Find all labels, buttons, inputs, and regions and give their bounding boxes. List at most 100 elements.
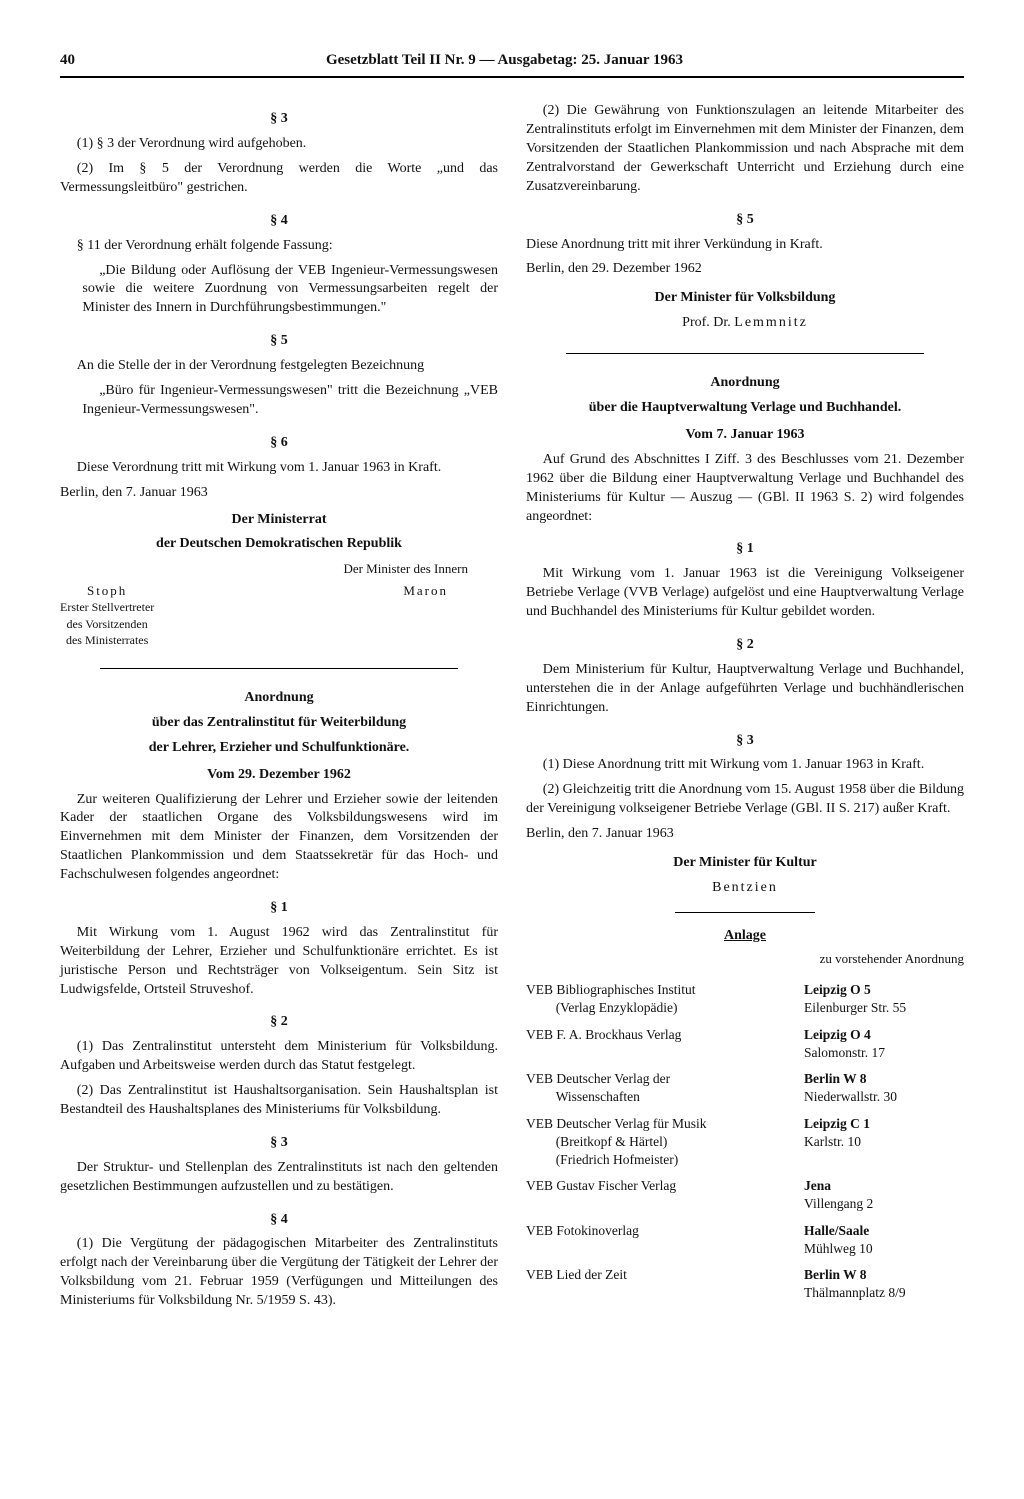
anlage-row: VEB Bibliographisches Institut(Verlag En… — [526, 981, 964, 1017]
ao2-date: Vom 7. Januar 1963 — [526, 426, 964, 445]
anlage-city: Halle/Saale — [804, 1223, 869, 1238]
s3-p2: (2) Im § 5 der Verordnung werden die Wor… — [60, 160, 498, 198]
ao2-s1h: § 1 — [526, 540, 964, 559]
ao1-date: Vom 29. Dezember 1962 — [60, 766, 498, 785]
ao1-s4-1: (1) Die Vergütung der pädagogischen Mita… — [60, 1235, 498, 1311]
anlage-row: VEB FotokinoverlagHalle/Saale Mühlweg 10 — [526, 1222, 964, 1258]
sig1-line1: Der Ministerrat — [60, 511, 498, 530]
anlage-name-sub: (Breitkopf & Härtel) — [526, 1133, 792, 1151]
ao1-intro: Zur weiteren Qualifizierung der Lehrer u… — [60, 791, 498, 885]
ao2-s1: Mit Wirkung vom 1. Januar 1963 ist die V… — [526, 565, 964, 622]
anlage-address: Berlin W 8Thälmannplatz 8/9 — [804, 1266, 964, 1302]
anlage-list: VEB Bibliographisches Institut(Verlag En… — [526, 981, 964, 1302]
anlage-title: Anlage — [526, 927, 964, 946]
anlage-name: VEB F. A. Brockhaus Verlag — [526, 1026, 804, 1062]
ao2-title1: Anordnung — [526, 374, 964, 393]
s3-heading: § 3 — [60, 110, 498, 129]
s5-quote: „Büro für Ingenieur-Vermessungswesen" tr… — [82, 382, 498, 420]
ao1-s5h: § 5 — [526, 211, 964, 230]
s6-heading: § 6 — [60, 434, 498, 453]
ao1-s3: Der Struktur- und Stellenplan des Zentra… — [60, 1159, 498, 1197]
anlage-row: VEB F. A. Brockhaus VerlagLeipzig O 4 Sal… — [526, 1026, 964, 1062]
ao2-s2h: § 2 — [526, 636, 964, 655]
ao1-sig-l1: Der Minister für Volksbildung — [526, 289, 964, 308]
anlage-address: Halle/Saale Mühlweg 10 — [804, 1222, 964, 1258]
ao2-date2: Berlin, den 7. Januar 1963 — [526, 825, 964, 844]
ao2-sig-l2: Bentzien — [526, 879, 964, 898]
anlage-street: Salomonstr. 17 — [804, 1044, 964, 1062]
sig1-line2: der Deutschen Demokratischen Republik — [60, 535, 498, 554]
right-column: (2) Die Gewährung von Funktionszulagen a… — [526, 96, 964, 1317]
s5-p1: An die Stelle der in der Verordnung fest… — [60, 357, 498, 376]
page-header: 40 Gesetzblatt Teil II Nr. 9 — Ausgabeta… — [60, 50, 964, 78]
sig1-left-sub2: des Vorsitzenden — [60, 616, 154, 632]
anlage-street: Karlstr. 10 — [804, 1133, 964, 1151]
anlage-name-sub: (Verlag Enzyklopädie) — [526, 999, 792, 1017]
ao1-s1: Mit Wirkung vom 1. August 1962 wird das … — [60, 924, 498, 1000]
anlage-name-sub: (Friedrich Hofmeister) — [526, 1151, 792, 1169]
anlage-city: Leipzig O 4 — [804, 1027, 871, 1042]
sig1-right-name: Maron — [403, 582, 448, 600]
anlage-street: Mühlweg 10 — [804, 1240, 964, 1258]
header-spacer — [934, 50, 964, 70]
ao1-date2: Berlin, den 29. Dezember 1962 — [526, 260, 964, 279]
signature-block-1: Der Ministerrat der Deutschen Demokratis… — [60, 511, 498, 648]
s4-heading: § 4 — [60, 212, 498, 231]
anlage-address: Jena Villengang 2 — [804, 1177, 964, 1213]
separator-2 — [566, 353, 924, 354]
anlage-city: Leipzig O 5 — [804, 982, 871, 997]
s6-p1: Diese Verordnung tritt mit Wirkung vom 1… — [60, 459, 498, 478]
anlage-sub: zu vorstehender Anordnung — [526, 950, 964, 968]
left-column: § 3 (1) § 3 der Verordnung wird aufgehob… — [60, 96, 498, 1317]
ao2-sig-l1: Der Minister für Kultur — [526, 854, 964, 873]
ao1-s1h: § 1 — [60, 899, 498, 918]
anlage-row: VEB Deutscher Verlag für Musik(Breitkopf… — [526, 1115, 964, 1170]
sig1-right: Maron — [403, 582, 448, 600]
anlage-street: Villengang 2 — [804, 1195, 964, 1213]
sig1-left-sub3: des Ministerrates — [60, 632, 154, 648]
anlage-street: Eilenburger Str. 55 — [804, 999, 964, 1017]
sig1-left: Stoph Erster Stellvertreter des Vorsitze… — [60, 582, 154, 648]
ao1-s2h: § 2 — [60, 1013, 498, 1032]
ao1-title2: über das Zentralinstitut für Weiterbildu… — [60, 714, 498, 733]
anlage-street: Thälmannplatz 8/9 — [804, 1284, 964, 1302]
ao2-s3-1: (1) Diese Anordnung tritt mit Wirkung vo… — [526, 756, 964, 775]
s4-quote: „Die Bildung oder Auflösung der VEB Inge… — [82, 262, 498, 319]
anlage-name: VEB Deutscher Verlag derWissenschaften — [526, 1070, 804, 1106]
anlage-address: Leipzig O 5 Eilenburger Str. 55 — [804, 981, 964, 1017]
anlage-name: VEB Bibliographisches Institut(Verlag En… — [526, 981, 804, 1017]
ao1-title3: der Lehrer, Erzieher und Schulfunktionär… — [60, 739, 498, 758]
header-title: Gesetzblatt Teil II Nr. 9 — Ausgabetag: … — [75, 50, 934, 70]
anlage-name: VEB Lied der Zeit — [526, 1266, 804, 1302]
page: 40 Gesetzblatt Teil II Nr. 9 — Ausgabeta… — [0, 0, 1024, 1499]
s5-heading: § 5 — [60, 332, 498, 351]
anlage-row: VEB Deutscher Verlag derWissenschaftenBe… — [526, 1070, 964, 1106]
sig1-right-label: Der Minister des Innern — [60, 560, 468, 578]
ao1-s2-2: (2) Das Zentralinstitut ist Haushaltsorg… — [60, 1082, 498, 1120]
ao2-title2: über die Hauptverwaltung Verlage und Buc… — [526, 399, 964, 418]
s4-p1: § 11 der Verordnung erhält folgende Fass… — [60, 237, 498, 256]
ao1-s4h: § 4 — [60, 1211, 498, 1230]
anlage-address: Berlin W 8 Niederwallstr. 30 — [804, 1070, 964, 1106]
anlage-address: Leipzig C 1Karlstr. 10 — [804, 1115, 964, 1170]
page-number: 40 — [60, 50, 75, 70]
ao2-s3h: § 3 — [526, 732, 964, 751]
sig1-row: Stoph Erster Stellvertreter des Vorsitze… — [60, 582, 498, 648]
ao1-s4-2: (2) Die Gewährung von Funktionszulagen a… — [526, 102, 964, 196]
anlage-city: Berlin W 8 — [804, 1071, 867, 1086]
separator-1 — [100, 668, 458, 669]
anlage-name-sub: Wissenschaften — [526, 1088, 792, 1106]
anlage-name: VEB Fotokinoverlag — [526, 1222, 804, 1258]
ao1-sig-name: Lemmnitz — [734, 315, 808, 330]
anlage-name: VEB Deutscher Verlag für Musik(Breitkopf… — [526, 1115, 804, 1170]
sig1-left-sub1: Erster Stellvertreter — [60, 599, 154, 615]
ao2-intro: Auf Grund des Abschnittes I Ziff. 3 des … — [526, 451, 964, 527]
ao2-s2: Dem Ministerium für Kultur, Hauptverwalt… — [526, 661, 964, 718]
s6-date: Berlin, den 7. Januar 1963 — [60, 484, 498, 503]
anlage-row: VEB Lied der ZeitBerlin W 8Thälmannplatz… — [526, 1266, 964, 1302]
anlage-row: VEB Gustav Fischer VerlagJenaVillengang … — [526, 1177, 964, 1213]
anlage-street: Niederwallstr. 30 — [804, 1088, 964, 1106]
anlage-city: Jena — [804, 1178, 831, 1193]
ao1-sig-l2: Prof. Dr. Lemmnitz — [526, 314, 964, 333]
ao1-s5: Diese Anordnung tritt mit ihrer Verkündu… — [526, 236, 964, 255]
